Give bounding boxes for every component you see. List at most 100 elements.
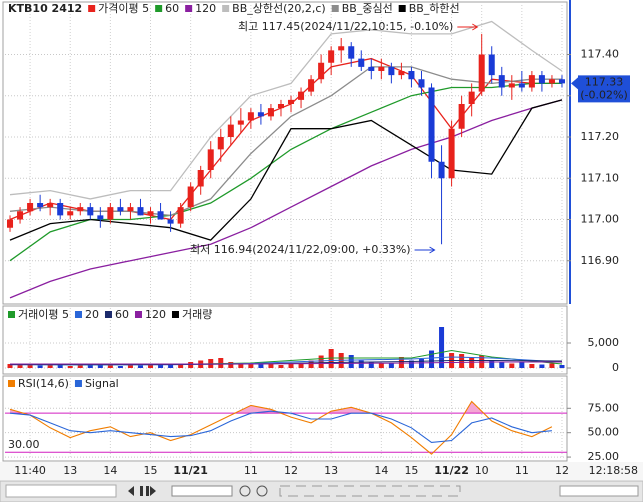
- toolbar: [0, 480, 643, 502]
- volume-bar: [348, 355, 354, 368]
- candle-body: [37, 203, 44, 208]
- candle-body: [187, 186, 194, 208]
- candle-body: [308, 79, 315, 92]
- candle-body: [127, 207, 134, 212]
- candle-body: [428, 87, 435, 162]
- low-arrow: [414, 246, 436, 254]
- volume-bar: [439, 327, 445, 368]
- candle-body: [528, 75, 535, 88]
- volume-bar: [388, 363, 394, 368]
- legend-label: 20: [85, 308, 99, 321]
- volume-bar: [148, 364, 154, 368]
- volume-bar: [37, 365, 43, 368]
- nav-buttons[interactable]: [128, 486, 156, 496]
- candle-body: [418, 79, 425, 88]
- candle-body: [197, 170, 204, 187]
- time-axis-band: [0, 462, 643, 480]
- series-line: [9, 20, 563, 200]
- volume-bar: [188, 362, 194, 368]
- candle-body: [247, 112, 254, 121]
- tool-icons[interactable]: [279, 485, 461, 497]
- volume-bar: [278, 365, 284, 368]
- volume-bar: [268, 363, 274, 368]
- candle-body: [147, 211, 154, 216]
- series-line: [9, 400, 553, 455]
- series-line: [9, 99, 563, 299]
- candle-body: [27, 203, 34, 212]
- legend-label: 120: [145, 308, 166, 321]
- x-tick-label: 15: [144, 464, 158, 477]
- legend-label: 가격이평 5: [98, 2, 149, 15]
- y-tick-label: 50.00: [588, 426, 620, 439]
- volume-bar: [77, 365, 83, 368]
- zoom-in[interactable]: [256, 485, 268, 497]
- candle-body: [398, 71, 405, 76]
- zoom-out[interactable]: [239, 485, 251, 497]
- x-tick-label: 11/21: [173, 464, 208, 477]
- candle-body: [157, 211, 164, 220]
- volume-bar: [368, 362, 374, 368]
- x-tick-label: 12: [284, 464, 298, 477]
- series-line: [9, 410, 552, 443]
- legend-swatch: [88, 5, 96, 12]
- y-tick-label: 5,000: [588, 336, 620, 349]
- volume-panel: [2, 305, 568, 375]
- tool-box[interactable]: [559, 485, 639, 497]
- candle-body: [207, 149, 214, 170]
- candle-body: [107, 207, 114, 220]
- series-line: [9, 66, 562, 217]
- candle-body: [368, 66, 375, 71]
- candle-body: [488, 54, 495, 76]
- candle-body: [478, 54, 485, 92]
- volume-bar: [17, 365, 23, 368]
- volume-bar: [47, 365, 53, 368]
- y-tick-label: 75.00: [588, 401, 620, 414]
- candle-body: [87, 207, 94, 216]
- candle-body: [508, 83, 515, 88]
- volume-bar: [178, 365, 184, 368]
- candle-body: [177, 207, 184, 224]
- candle-body: [498, 75, 505, 88]
- candle-body: [468, 91, 475, 104]
- volume-bar: [539, 364, 545, 368]
- last-pointer: [571, 77, 578, 90]
- volume-bar: [398, 357, 404, 368]
- volume-bar: [218, 358, 224, 368]
- legend-label: Signal: [85, 377, 119, 390]
- y-tick-label: 117.00: [581, 213, 620, 226]
- x-tick-label: 15: [404, 464, 418, 477]
- legend-swatch: [185, 5, 193, 12]
- candle-body: [408, 71, 415, 80]
- volume-bar: [429, 350, 435, 368]
- legend-label: 거래량: [182, 308, 212, 321]
- high-arrow: [457, 23, 479, 31]
- low-annotation: 최저 116.94(2024/11/22,09:00, +0.33%): [190, 243, 411, 256]
- volume-bar: [117, 366, 123, 368]
- volume-bar: [158, 364, 164, 368]
- candle-body: [97, 215, 104, 220]
- x-tick-label: 11: [515, 464, 529, 477]
- candle-body: [227, 124, 234, 137]
- zoom-slider[interactable]: [171, 485, 233, 497]
- clock: 12:18:58: [589, 464, 638, 477]
- scroll-track[interactable]: [5, 484, 117, 498]
- rsi-overbought-fill: [10, 401, 484, 414]
- candle-body: [518, 83, 525, 88]
- candle-body: [338, 46, 345, 51]
- legend-label: BB_상한선(20,2,c): [232, 2, 326, 15]
- volume-bar: [378, 363, 384, 368]
- y-tick-label: 117.20: [581, 130, 620, 143]
- x-tick-label: 13: [63, 464, 77, 477]
- x-tick-label: 14: [103, 464, 117, 477]
- candle-body: [538, 75, 545, 84]
- candle-body: [388, 66, 395, 76]
- x-tick-label: 12: [555, 464, 569, 477]
- volume-bar: [519, 362, 525, 368]
- candle-body: [558, 79, 565, 84]
- candle-body: [458, 104, 465, 129]
- candle-body: [217, 137, 224, 150]
- series-line: [9, 99, 563, 241]
- legend-swatch: [8, 311, 15, 318]
